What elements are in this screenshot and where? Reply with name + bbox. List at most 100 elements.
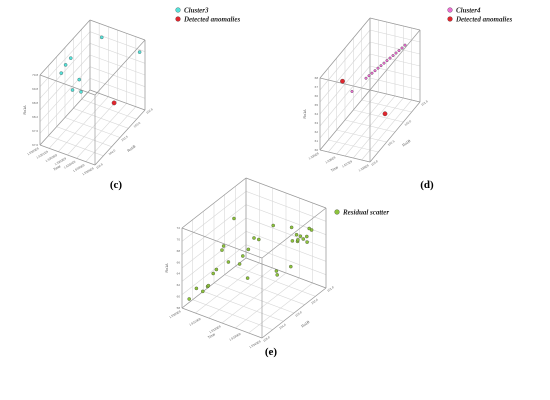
x-tick-label: 1.5303E9 — [54, 156, 67, 166]
z-tick-label: 68.8 — [32, 101, 38, 105]
gridline — [192, 299, 273, 330]
legend-marker — [334, 209, 340, 215]
z-tick-label: 64 — [177, 272, 181, 276]
data-point — [379, 64, 383, 68]
legend-entry: Detected anomalies — [183, 16, 240, 24]
y-tick-label: 103.5 — [120, 135, 129, 143]
data-point — [400, 46, 404, 50]
box-edge — [94, 39, 146, 96]
y-tick-label: 102.5 — [387, 139, 396, 147]
x-tick-label: 1.535E9 — [308, 151, 320, 160]
z-tick-label: 72 — [177, 226, 181, 230]
z-tick-label: 67 — [315, 85, 319, 89]
legend-entry: Detected anomalies — [455, 16, 512, 24]
z-tick-label: 61 — [315, 139, 319, 143]
panel-label: (c) — [110, 179, 123, 191]
z-axis-label: Ro1A — [165, 263, 169, 273]
z-tick-label: 60 — [315, 148, 319, 152]
z-tick-label: 70 — [177, 237, 181, 241]
data-point — [69, 56, 73, 60]
gridline — [353, 97, 404, 159]
data-point — [275, 273, 279, 277]
z-tick-label: 68 — [315, 76, 319, 80]
data-point — [211, 271, 215, 276]
gridline — [181, 191, 247, 242]
y-tick-label: 104.5 — [95, 162, 104, 170]
z-tick-label: 70.8 — [32, 73, 38, 77]
z-tick-label: 68.2 — [32, 115, 38, 119]
z-tick-label: 60 — [177, 295, 181, 299]
data-point — [257, 237, 261, 242]
panel-e: 72 70 68 66 64 62 60 581.5300E9 1.5310E9 1.5320E9… — [165, 177, 389, 358]
x-tick-label: 1.5330E9 — [228, 332, 241, 342]
data-point — [385, 59, 389, 63]
data-point — [370, 71, 374, 75]
data-point — [391, 54, 395, 58]
box-edge — [261, 207, 327, 259]
data-point — [220, 248, 224, 252]
box-edge — [245, 177, 327, 209]
y-tick-label: 105.0 — [262, 335, 271, 343]
box-edge — [39, 89, 91, 146]
z-tick-label: 67.0 — [32, 143, 38, 147]
box-edge — [319, 17, 371, 79]
gridline — [76, 103, 127, 159]
data-point — [232, 216, 236, 221]
box-edge — [245, 257, 327, 289]
data-point — [187, 297, 191, 301]
data-point — [79, 90, 83, 94]
data-point — [340, 78, 345, 84]
data-point — [194, 286, 199, 291]
z-axis-label: Ro1A — [303, 109, 307, 119]
data-point — [305, 234, 309, 239]
data-point — [137, 50, 142, 54]
data-point — [394, 51, 398, 55]
gridline — [245, 191, 327, 222]
x-tick-label: 1.5300E9 — [168, 309, 181, 319]
x-tick-label: 1.5320E9 — [208, 324, 221, 334]
y-tick-label: 101.5 — [420, 99, 429, 107]
z-tick-label: 68 — [177, 249, 181, 253]
x-tick-label: 1.536E9 — [324, 155, 336, 164]
box-edge — [261, 287, 327, 339]
gridline — [336, 129, 387, 143]
data-point — [100, 35, 104, 40]
y-tick-label: 103.0 — [133, 121, 142, 129]
panel-label: (d) — [420, 179, 434, 191]
data-point — [111, 100, 117, 106]
data-point — [294, 232, 299, 237]
gridline — [56, 126, 112, 147]
gridline — [361, 99, 412, 161]
data-point — [237, 262, 242, 266]
legend-entry: Cluster4 — [456, 7, 481, 15]
data-point — [201, 289, 205, 294]
data-point — [214, 267, 219, 272]
x-tick-label: 1.538E9 — [358, 163, 370, 172]
gridline — [85, 106, 137, 162]
data-point — [397, 49, 401, 52]
legend-marker — [447, 16, 453, 22]
gridline — [89, 31, 146, 52]
x-axis-label: Time — [330, 165, 339, 172]
gridline — [203, 291, 284, 322]
x-tick-label: 1.5340E9 — [248, 339, 261, 349]
data-point — [221, 244, 226, 248]
legend-marker — [175, 7, 181, 13]
data-point — [367, 74, 371, 78]
data-point — [59, 71, 64, 75]
x-tick-label: 1.5302E9 — [45, 153, 58, 163]
panel-label: (e) — [265, 346, 278, 358]
box-edge — [181, 257, 247, 309]
y-tick-label: 104.0 — [108, 148, 117, 156]
y-tick-label: 102.0 — [310, 298, 319, 306]
data-point — [289, 264, 293, 269]
z-tick-label: 62 — [177, 283, 181, 287]
x-axis-label: Time — [207, 332, 216, 339]
data-point — [403, 43, 407, 47]
data-point — [301, 237, 306, 241]
y-tick-label: 103.0 — [370, 159, 379, 167]
box-edge — [319, 77, 371, 91]
box-edge — [369, 17, 421, 31]
box-edge — [94, 109, 146, 166]
z-tick-label: 64 — [315, 112, 319, 116]
